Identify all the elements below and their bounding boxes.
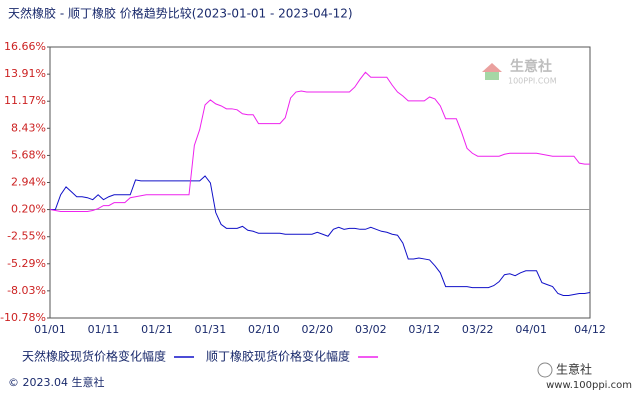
x-tick-label: 01/31 (195, 323, 227, 336)
watermark-text: 100PPI.COM (508, 77, 557, 86)
x-tick-label: 03/12 (408, 323, 440, 336)
x-tick-label: 02/10 (248, 323, 280, 336)
y-tick-label: 5.68% (11, 148, 46, 161)
watermark: 生意社 100PPI.COM (482, 58, 557, 86)
y-tick-label: 0.20% (11, 203, 46, 216)
x-tick-label: 02/20 (301, 323, 333, 336)
y-tick-label: 11.17% (4, 94, 46, 107)
x-tick-label: 04/12 (574, 323, 606, 336)
y-tick-label: -8.03% (7, 284, 46, 297)
x-tick-label: 01/11 (88, 323, 120, 336)
footer: © 2023.04 生意社 (8, 375, 104, 389)
watermark-icon (485, 72, 499, 80)
y-tick-label: 8.43% (11, 121, 46, 134)
y-tick-label: 16.66% (4, 40, 46, 53)
y-tick-label: 13.91% (4, 67, 46, 80)
series-line (49, 71, 590, 213)
x-tick-label: 04/01 (515, 323, 547, 336)
y-tick-label: -2.55% (7, 230, 46, 243)
legend-label: 顺丁橡胶现货价格变化幅度 (206, 349, 350, 364)
series-line (50, 175, 591, 296)
watermark-icon (482, 63, 502, 72)
y-tick-label: -5.29% (7, 257, 46, 270)
x-tick-label: 01/01 (34, 323, 66, 336)
x-tick-label: 03/02 (355, 323, 387, 336)
brand-icon (537, 362, 553, 378)
watermark-text: 生意社 (510, 58, 552, 75)
y-tick-label: -10.78% (0, 311, 46, 324)
brand-name: 生意社 (556, 362, 592, 377)
x-tick-label: 03/22 (462, 323, 494, 336)
brand-url: www.100ppi.com (546, 380, 632, 391)
legend-label: 天然橡胶现货价格变化幅度 (22, 349, 166, 364)
y-tick-label: 2.94% (11, 176, 46, 189)
chart-title: 天然橡胶 - 顺丁橡胶 价格趋势比较(2023-01-01 - 2023-04-… (8, 6, 353, 21)
x-tick-label: 01/21 (141, 323, 173, 336)
